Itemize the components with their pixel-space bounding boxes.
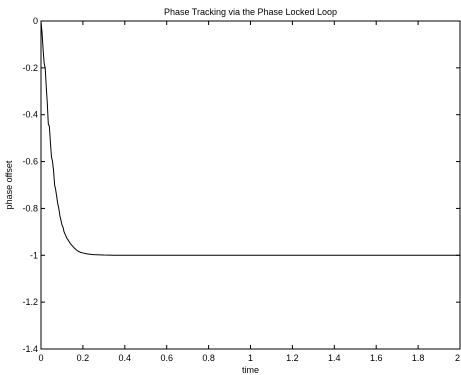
y-tick-label: -0.4	[22, 110, 38, 120]
x-tick-label: 1.2	[286, 353, 299, 363]
x-axis: 0 0.2 0.4 0.6 0.8 1 1.2 1.4 1.6 1.8 2	[38, 21, 461, 363]
x-tick-label: 0.2	[77, 353, 90, 363]
y-tick-label: -0.2	[22, 63, 38, 73]
y-tick-label: -1	[30, 250, 38, 260]
y-tick-label: -1.4	[22, 344, 38, 354]
x-tick-label: 1.8	[412, 353, 425, 363]
x-tick-label: 0	[38, 353, 43, 363]
plot-area-frame	[40, 20, 461, 350]
x-axis-label: time	[242, 365, 259, 375]
x-tick-label: 1.6	[370, 353, 383, 363]
chart-title: Phase Tracking via the Phase Locked Loop	[164, 7, 337, 17]
x-tick-label: 2	[455, 353, 460, 363]
y-tick-label: -1.2	[22, 297, 38, 307]
x-tick-label: 1	[248, 353, 253, 363]
x-tick-label: 0.4	[119, 353, 132, 363]
y-tick-label: -0.8	[22, 203, 38, 213]
y-tick-label: -0.6	[22, 157, 38, 167]
y-axis: 0 -0.2 -0.4 -0.6 -0.8 -1 -1.2 -1.4	[22, 16, 460, 354]
series-line	[40, 20, 460, 256]
x-tick-label: 1.4	[328, 353, 341, 363]
y-tick-label: 0	[33, 16, 38, 26]
y-axis-label: phase offset	[4, 160, 14, 209]
x-tick-label: 0.6	[160, 353, 173, 363]
x-tick-label: 0.8	[202, 353, 215, 363]
